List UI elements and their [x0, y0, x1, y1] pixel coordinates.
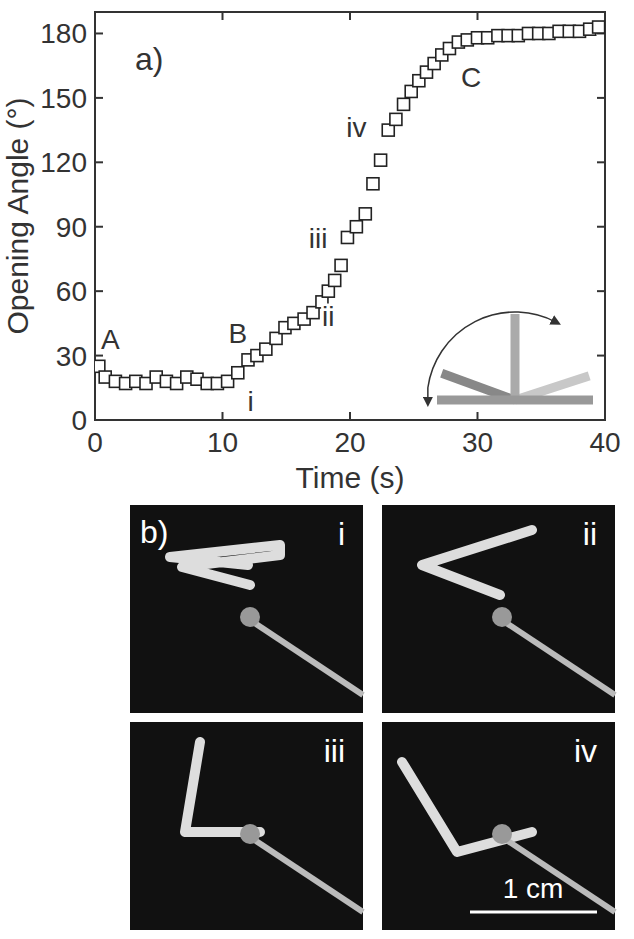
photo-background: [382, 505, 615, 713]
annotation: C: [461, 62, 481, 93]
scale-bar: [470, 911, 597, 914]
photo-label: iii: [324, 733, 345, 769]
y-tick: [95, 290, 103, 292]
photo-label: i: [338, 516, 345, 552]
inset-diagram: [428, 312, 593, 402]
photo-support: [502, 620, 615, 695]
scale-bar-label: 1 cm: [503, 873, 564, 904]
x-tick-label: 20: [334, 427, 365, 458]
y-tick-label: 150: [40, 83, 87, 114]
y-tick: [597, 419, 605, 421]
y-tick-label: 180: [40, 18, 87, 49]
photo-background: [382, 722, 615, 930]
annotation: iv: [346, 112, 366, 143]
y-tick-label: 90: [56, 212, 87, 243]
y-tick: [597, 290, 605, 292]
photo-hinge: [422, 530, 532, 595]
photo-hinge: [402, 762, 532, 852]
y-tick: [597, 355, 605, 357]
data-point: [390, 113, 402, 125]
x-tick: [222, 12, 224, 20]
figure: 0 10 20 30 40 0 30 60 90 120 150 180 Time (s) Opening…: [0, 0, 634, 939]
x-tick: [94, 412, 96, 420]
photo-background: [130, 722, 363, 930]
photo-panel: iii: [130, 722, 363, 930]
x-tick-label: 0: [87, 427, 103, 458]
photo-clamp: [492, 607, 512, 627]
x-tick: [222, 412, 224, 420]
x-tick: [94, 12, 96, 20]
annotation: A: [101, 324, 120, 355]
y-tick: [95, 97, 103, 99]
y-tick-label: 30: [56, 341, 87, 372]
y-tick: [597, 161, 605, 163]
photo-hinge: [170, 545, 280, 585]
photo-panel: iv: [382, 722, 615, 930]
photo-label: iv: [574, 733, 597, 769]
y-tick: [95, 226, 103, 228]
data-point: [335, 259, 347, 271]
x-tick: [604, 12, 606, 20]
y-axis-title: Opening Angle (°): [1, 97, 34, 334]
photo-label: ii: [583, 516, 597, 552]
photo-panel: i: [130, 505, 363, 713]
data-point: [329, 274, 341, 286]
photo-support: [250, 837, 363, 912]
y-tick-label: 120: [40, 147, 87, 178]
y-tick: [95, 419, 103, 421]
data-point: [350, 221, 362, 233]
annotation: iii: [309, 223, 328, 254]
panel-label: b): [140, 514, 168, 550]
x-tick: [477, 12, 479, 20]
y-tick-label: 0: [71, 405, 87, 436]
photo-clamp: [240, 824, 260, 844]
y-tick: [95, 32, 103, 34]
markers: [95, 21, 605, 389]
panel-label: a): [135, 41, 163, 77]
data-point: [359, 208, 371, 220]
plot-frame: [95, 12, 605, 420]
annotation: ii: [322, 301, 334, 332]
y-tick: [95, 161, 103, 163]
annotation: i: [247, 386, 253, 417]
data-point: [375, 154, 387, 166]
y-tick: [597, 226, 605, 228]
inset-base: [437, 396, 593, 405]
x-tick: [349, 12, 351, 20]
photo-clamp: [492, 824, 512, 844]
annotation: B: [228, 318, 247, 349]
inset-arrow: [428, 312, 556, 402]
photo-clamp: [240, 607, 260, 627]
data-point: [398, 98, 410, 110]
x-tick: [604, 412, 606, 420]
x-axis-title: Time (s): [296, 461, 405, 494]
x-tick-label: 30: [462, 427, 493, 458]
x-tick-label: 40: [589, 427, 620, 458]
data-point: [367, 178, 379, 190]
inset-arm: [511, 314, 520, 400]
data-point: [232, 367, 244, 379]
x-tick: [477, 412, 479, 420]
data-point: [593, 21, 605, 33]
photo-panel: ii: [382, 505, 615, 713]
photo-hinge: [185, 742, 260, 832]
photo-background: [130, 505, 363, 713]
y-tick-label: 60: [56, 276, 87, 307]
y-tick: [597, 97, 605, 99]
x-tick-label: 10: [207, 427, 238, 458]
x-tick: [349, 412, 351, 420]
photo-support: [250, 620, 363, 695]
photo-support: [502, 837, 615, 912]
